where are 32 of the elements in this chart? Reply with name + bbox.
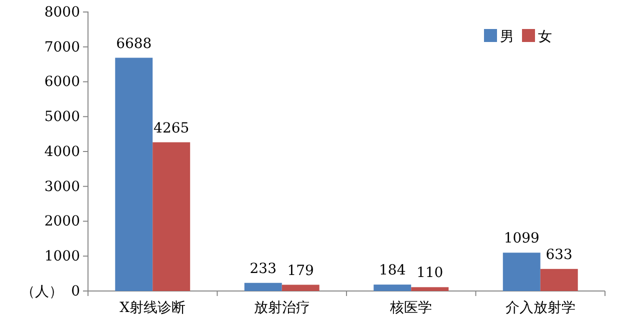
x-tick-label: 放射治疗: [254, 300, 310, 316]
data-label: 633: [546, 246, 572, 263]
bar: [244, 282, 282, 291]
y-tick-label: 3000: [44, 178, 80, 195]
bar: [540, 268, 578, 291]
data-label: 184: [379, 262, 406, 279]
data-label: 110: [416, 265, 444, 282]
data-label: 6688: [116, 36, 152, 52]
legend-label: 女: [538, 29, 552, 45]
y-tick-label: 0: [71, 283, 80, 300]
legend-label: 男: [500, 29, 514, 45]
y-tick-label: 2000: [44, 214, 80, 230]
bar: [115, 58, 153, 291]
data-label: 233: [250, 260, 276, 277]
x-tick-label: 介入放射学: [505, 300, 576, 316]
x-tick-label: 核医学: [389, 300, 432, 316]
bar: [374, 284, 412, 291]
y-tick-label: 1000: [44, 248, 80, 265]
bar: [502, 252, 540, 291]
data-label: 179: [287, 262, 314, 279]
y-tick-label: 5000: [44, 109, 80, 126]
bar: [282, 284, 320, 291]
y-tick-label: 8000: [44, 4, 80, 20]
x-tick-label: X射线诊断: [120, 300, 186, 316]
y-tick-label: 7000: [44, 39, 80, 56]
bar: [152, 142, 190, 291]
y-tick-label: 4000: [44, 144, 80, 160]
y-axis-title: （人）: [21, 284, 63, 300]
data-label: 4265: [154, 120, 190, 136]
data-label: 1099: [504, 230, 540, 247]
y-tick-label: 6000: [44, 74, 80, 90]
bar: [411, 287, 449, 291]
